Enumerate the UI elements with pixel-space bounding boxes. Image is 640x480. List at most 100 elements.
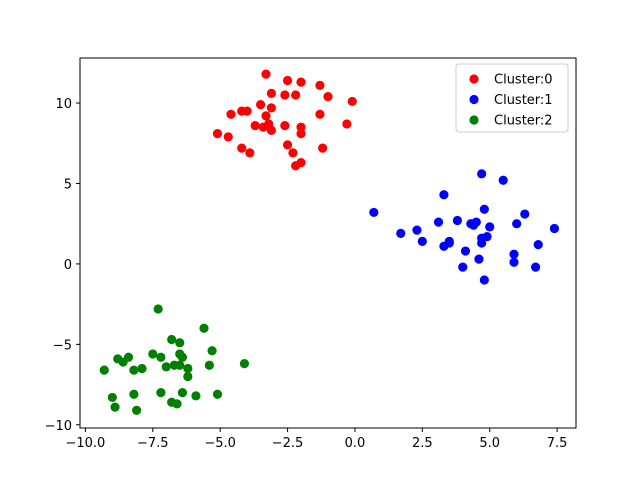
cluster-2-point <box>183 363 193 374</box>
y-tick-label: −10 <box>45 419 72 434</box>
cluster-0-point <box>347 96 357 107</box>
cluster-2-point <box>177 352 188 362</box>
cluster-1-point <box>396 228 406 238</box>
cluster-0-point <box>315 109 325 119</box>
cluster-2-point <box>137 363 147 374</box>
cluster-2-point <box>129 389 139 399</box>
cluster-1-point <box>498 175 508 185</box>
cluster-1-point <box>477 238 487 248</box>
cluster-0-point <box>296 122 306 132</box>
cluster-1-point <box>444 238 454 248</box>
legend-marker-cluster-0 <box>469 74 479 84</box>
cluster-0-point <box>242 106 252 116</box>
legend: Cluster:0 Cluster:1 Cluster:2 <box>455 63 569 133</box>
cluster-2-point <box>153 304 163 314</box>
x-tick-label: 0.0 <box>345 436 366 451</box>
legend-marker-cluster-2 <box>469 115 479 125</box>
y-axis: −10 −5 0 5 10 <box>45 97 80 434</box>
legend-label-cluster-2: Cluster:2 <box>494 114 553 129</box>
cluster-1-point <box>485 222 495 232</box>
cluster-1-point <box>417 236 427 246</box>
legend-label-cluster-1: Cluster:1 <box>494 93 553 108</box>
cluster-1-point <box>460 246 471 256</box>
cluster-1-point <box>468 220 479 230</box>
cluster-2-point <box>207 346 217 356</box>
x-tick-label: 2.5 <box>412 436 433 451</box>
cluster-2-point <box>161 362 171 372</box>
cluster-1-point <box>509 249 519 259</box>
x-tick-label: −10.0 <box>65 436 105 451</box>
cluster-0-point <box>282 75 293 86</box>
cluster-0-point <box>256 100 266 110</box>
cluster-2-point <box>107 392 117 403</box>
cluster-2-point <box>118 357 128 367</box>
cluster-0-point <box>296 77 306 87</box>
cluster-1-point <box>458 262 468 272</box>
y-tick-label: 5 <box>64 177 72 192</box>
cluster-0-point <box>323 92 333 102</box>
cluster-1-point <box>533 240 543 250</box>
cluster-0-point <box>280 120 290 131</box>
cluster-0-point <box>266 88 276 98</box>
points-layer <box>99 69 560 415</box>
cluster-0-point <box>226 109 236 119</box>
cluster-1-point <box>509 257 519 267</box>
cluster-2-point <box>156 388 166 398</box>
cluster-2-point <box>204 360 214 370</box>
cluster-1-point <box>439 190 449 200</box>
cluster-1-point <box>512 219 522 229</box>
cluster-2-point <box>132 405 142 415</box>
x-axis: −10.0 −7.5 −5.0 −2.5 0.0 2.5 5.0 7.5 <box>65 428 567 451</box>
cluster-0-point <box>296 129 306 139</box>
cluster-0-point <box>291 90 301 100</box>
cluster-1-point <box>479 275 489 285</box>
cluster-2-point <box>110 402 120 412</box>
cluster-0-point <box>250 120 260 131</box>
cluster-0-point <box>223 132 233 142</box>
cluster-2-point <box>183 371 193 382</box>
cluster-1-point <box>549 223 560 234</box>
cluster-0-point <box>282 140 293 150</box>
cluster-2-point <box>175 360 185 370</box>
cluster-1-point <box>520 209 530 219</box>
cluster-1-point <box>433 217 444 227</box>
cluster-0-point <box>280 90 290 100</box>
legend-box <box>455 63 569 133</box>
cluster-0-point <box>291 161 301 171</box>
cluster-0-point <box>288 148 298 158</box>
cluster-0-point <box>315 80 325 90</box>
cluster-1-point <box>412 225 422 235</box>
cluster-1-point <box>530 262 541 272</box>
cluster-0-point <box>318 143 328 153</box>
y-tick-label: 0 <box>64 258 72 273</box>
y-tick-label: 10 <box>55 97 72 112</box>
cluster-2-point <box>199 323 209 333</box>
legend-label-cluster-0: Cluster:0 <box>494 73 553 88</box>
cluster-2-point <box>175 338 185 348</box>
cluster-0-point <box>261 69 271 79</box>
y-tick-label: −5 <box>53 338 72 353</box>
cluster-0-point <box>258 122 268 132</box>
cluster-1-point <box>369 207 379 218</box>
cluster-2-point <box>177 388 188 398</box>
cluster-1-point <box>474 254 484 264</box>
cluster-0-point <box>261 111 271 121</box>
cluster-2-point <box>99 365 109 375</box>
cluster-1-point <box>452 215 462 226</box>
x-tick-label: 5.0 <box>479 436 500 451</box>
cluster-0-point <box>212 129 223 139</box>
x-tick-label: −2.5 <box>272 436 304 451</box>
x-tick-label: 7.5 <box>547 436 568 451</box>
cluster-0-point <box>245 148 255 158</box>
x-tick-label: −5.0 <box>204 436 236 451</box>
cluster-2-point <box>148 349 158 359</box>
cluster-2-point <box>239 359 250 369</box>
cluster-2-point <box>191 391 201 401</box>
cluster-2-point <box>167 334 177 345</box>
cluster-0-point <box>266 125 276 135</box>
x-tick-label: −7.5 <box>137 436 169 451</box>
cluster-1-point <box>479 204 489 214</box>
cluster-2-point <box>212 389 223 399</box>
cluster-0-point <box>342 119 352 129</box>
